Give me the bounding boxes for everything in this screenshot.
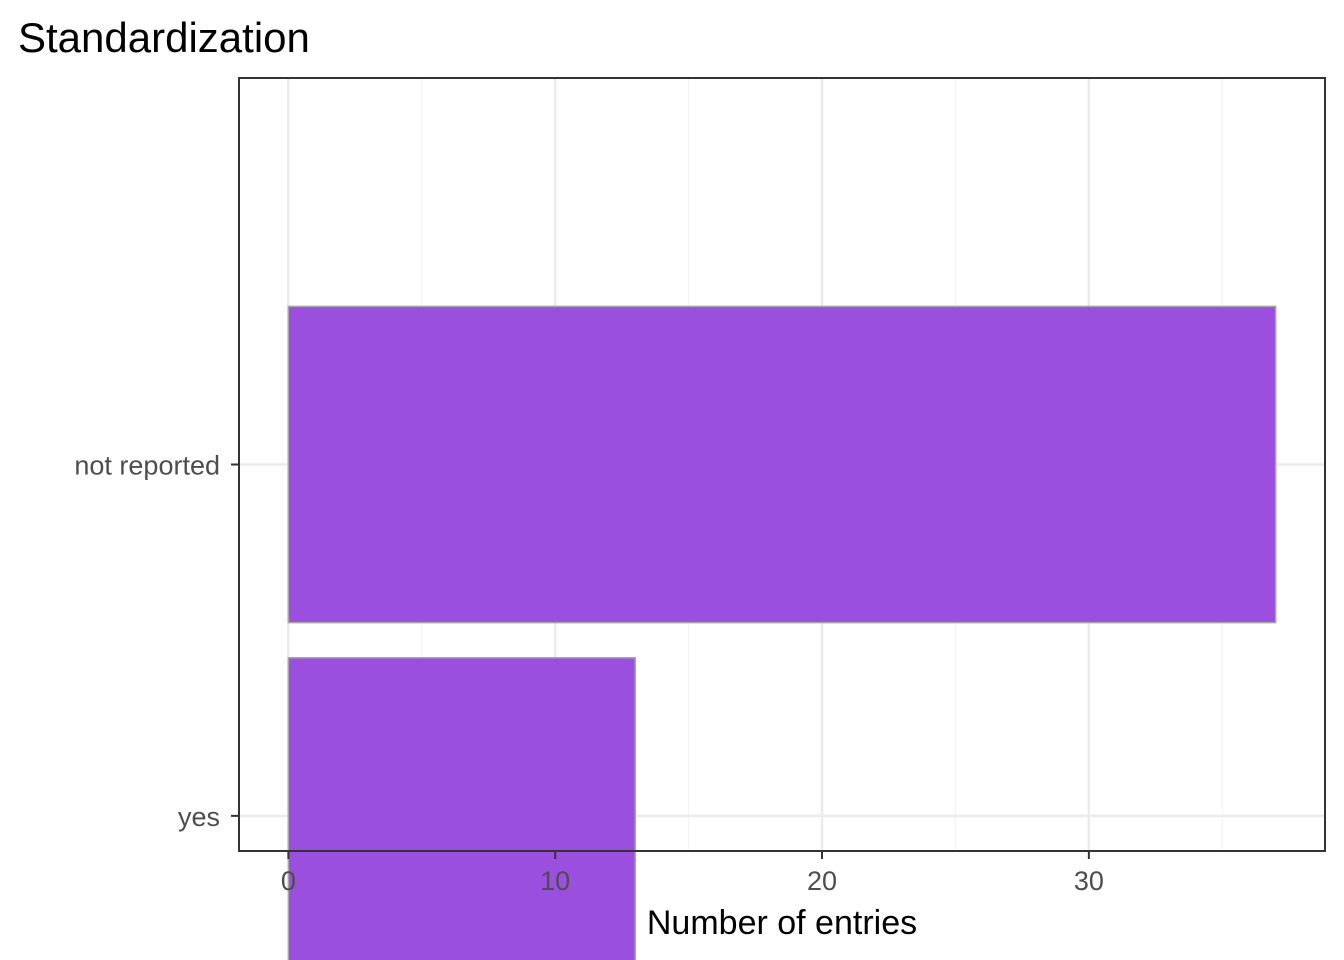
bars bbox=[287, 305, 1277, 960]
y-tick-label: not reported bbox=[74, 451, 220, 481]
bar-not-reported bbox=[287, 305, 1277, 624]
bar-yes bbox=[287, 657, 636, 960]
x-tick-label: 0 bbox=[281, 866, 296, 896]
x-tick-label: 20 bbox=[807, 866, 837, 896]
x-axis-title: Number of entries bbox=[647, 904, 917, 942]
x-tick-label: 30 bbox=[1074, 866, 1104, 896]
x-tick-label: 10 bbox=[540, 866, 570, 896]
axis-ticks: 0 10 20 30 not reported yes bbox=[74, 451, 1103, 897]
chart-title: Standardization bbox=[18, 14, 310, 61]
y-tick-label: yes bbox=[178, 802, 220, 832]
